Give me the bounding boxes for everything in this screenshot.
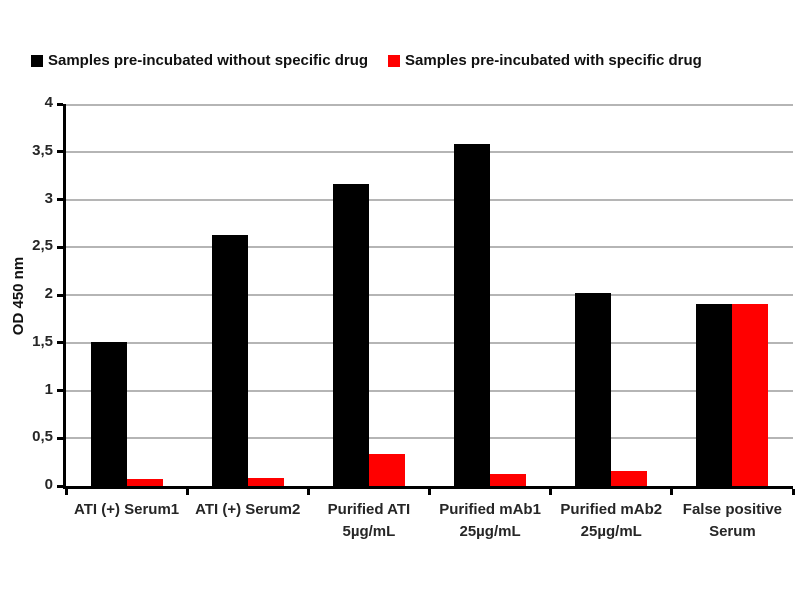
gridline (66, 198, 793, 201)
chart-legend: Samples pre-incubated without specific d… (31, 52, 702, 69)
y-axis-tick (57, 245, 63, 249)
gridline (66, 150, 793, 153)
gridline (66, 341, 793, 344)
y-axis-tick (57, 389, 63, 392)
gridline (66, 246, 793, 249)
legend-swatch-red-icon (388, 54, 401, 67)
bar-with-drug (126, 479, 163, 486)
y-tick-label: 1,5 (32, 332, 53, 350)
bar-with-drug (611, 470, 648, 486)
x-axis-tick (791, 489, 795, 495)
x-axis-tick (670, 489, 674, 495)
legend-label: Samples pre-incubated without specific d… (48, 52, 369, 69)
x-category-label: False positive Serum (670, 499, 794, 543)
x-category-label-line: 5µg/mL (342, 523, 396, 540)
y-axis-tick (57, 484, 63, 488)
x-category-label-line: Purified mAb2 (560, 501, 663, 518)
x-axis-tick (428, 489, 431, 495)
x-category-label: ATI (+) Serum1 (65, 499, 189, 521)
x-category-label-line: False positive (682, 501, 783, 518)
legend-label: Samples pre-incubated with specific drug (405, 52, 702, 69)
gridline (66, 104, 793, 106)
y-axis-tick (57, 341, 63, 345)
bar-with-drug (368, 453, 405, 486)
x-category-label: Purified ATI 5µg/mL (307, 499, 431, 543)
x-category-label-line: 25µg/mL (580, 523, 642, 540)
x-category-label-line: Serum (709, 523, 756, 540)
x-category-label-line: Purified ATI (327, 501, 411, 518)
x-axis-tick (549, 489, 553, 495)
y-axis-tick (57, 293, 63, 297)
bar-without-drug (211, 234, 248, 486)
x-category-label-line: ATI (+) Serum2 (195, 501, 301, 518)
y-tick-label: 0 (44, 476, 53, 493)
x-category-label: Purified mAb2 25µg/mL (549, 499, 673, 543)
legend-item-with-drug: Samples pre-incubated with specific drug (388, 52, 702, 69)
bar-with-drug (732, 303, 769, 486)
bar-without-drug (332, 184, 369, 486)
y-tick-label: 4 (44, 94, 53, 111)
y-tick-label: 0,5 (32, 428, 53, 446)
legend-item-without-drug: Samples pre-incubated without specific d… (31, 52, 368, 69)
y-axis-tick (57, 102, 63, 106)
gridline (66, 389, 793, 392)
y-tick-label: 2,5 (32, 237, 53, 255)
y-axis-tick (57, 198, 63, 201)
bar-without-drug (696, 303, 733, 486)
x-axis-tick (306, 489, 310, 495)
x-category-label-line: ATI (+) Serum1 (73, 501, 180, 518)
bar-with-drug (247, 478, 284, 486)
bar-without-drug (575, 293, 612, 486)
x-category-label: Purified mAb1 25µg/mL (428, 499, 552, 543)
x-axis-tick (185, 489, 189, 495)
y-tick-label: 1 (44, 380, 53, 398)
y-tick-label: 2 (44, 285, 53, 302)
x-axis-tick (64, 489, 68, 495)
gridline (66, 294, 793, 296)
legend-swatch-black-icon (31, 54, 43, 67)
x-category-label: ATI (+) Serum2 (186, 499, 310, 521)
bar-without-drug (454, 144, 491, 486)
x-category-label-line: Purified mAb1 (439, 501, 541, 518)
y-tick-label: 3,5 (32, 141, 53, 159)
bar-without-drug (90, 341, 127, 486)
y-axis-tick (57, 150, 63, 154)
plot-area (63, 104, 793, 489)
gridline (66, 437, 793, 440)
bar-with-drug (490, 473, 527, 486)
x-category-label-line: 25µg/mL (459, 523, 521, 540)
y-tick-label: 3 (44, 189, 53, 207)
y-axis-tick (57, 436, 63, 440)
